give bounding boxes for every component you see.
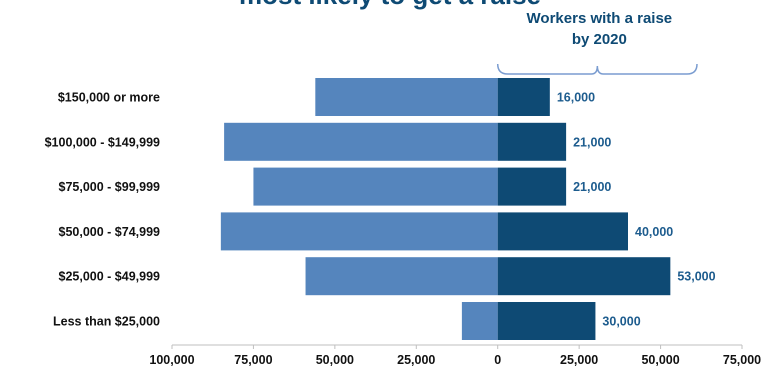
- bar-left-4: [305, 257, 498, 296]
- x-axis-ticks: 100,000 75,000 50,000 25,000 0 25,000 50,000 75…: [149, 345, 761, 367]
- category-label-5: Less than $25,000: [53, 315, 160, 329]
- tick-label-5: 25,000: [560, 353, 598, 367]
- tick-label-7: 75,000: [723, 353, 761, 367]
- left-bars: [220, 78, 498, 340]
- bar-right-5: [497, 302, 596, 340]
- bar-left-2: [253, 167, 498, 206]
- annotation-line-0: Workers with a raise: [527, 10, 673, 27]
- tick-label-6: 50,000: [641, 353, 679, 367]
- bar-left-3: [220, 212, 498, 251]
- tick-label-1: 75,000: [234, 353, 272, 367]
- tick-label-4: 0: [494, 353, 501, 367]
- tick-label-2: 50,000: [316, 353, 354, 367]
- category-label-2: $75,000 - $99,999: [59, 180, 161, 194]
- raise-annotation: Workers with a raise by 2020: [496, 10, 698, 75]
- data-label-2: 21,000: [573, 180, 611, 194]
- data-labels: 16,000 21,000 21,000 40,000 53,000 30,000: [557, 91, 716, 329]
- bar-left-5: [461, 302, 498, 340]
- tick-label-0: 100,000: [149, 353, 194, 367]
- data-label-0: 16,000: [557, 91, 595, 105]
- bar-right-1: [497, 122, 567, 161]
- data-label-3: 40,000: [635, 225, 673, 239]
- bar-left-1: [224, 122, 498, 161]
- category-label-1: $100,000 - $149,999: [45, 135, 160, 149]
- category-label-3: $50,000 - $74,999: [59, 225, 161, 239]
- data-label-5: 30,000: [602, 315, 640, 329]
- bar-right-2: [497, 167, 567, 206]
- bar-left-0: [315, 78, 498, 116]
- bar-right-4: [497, 257, 671, 296]
- tick-label-3: 25,000: [397, 353, 435, 367]
- bar-right-3: [497, 212, 628, 251]
- data-label-4: 53,000: [677, 270, 715, 284]
- category-labels: $150,000 or more $100,000 - $149,999 $75,0…: [45, 91, 160, 329]
- right-bars: [497, 78, 671, 340]
- bar-right-0: [497, 78, 550, 116]
- data-label-1: 21,000: [573, 135, 611, 149]
- annotation-line-1: by 2020: [572, 31, 627, 48]
- chart-title: most likely to get a raise: [239, 0, 541, 10]
- category-label-0: $150,000 or more: [58, 91, 160, 105]
- category-label-4: $25,000 - $49,999: [59, 270, 161, 284]
- annotation-bracket: [496, 63, 698, 75]
